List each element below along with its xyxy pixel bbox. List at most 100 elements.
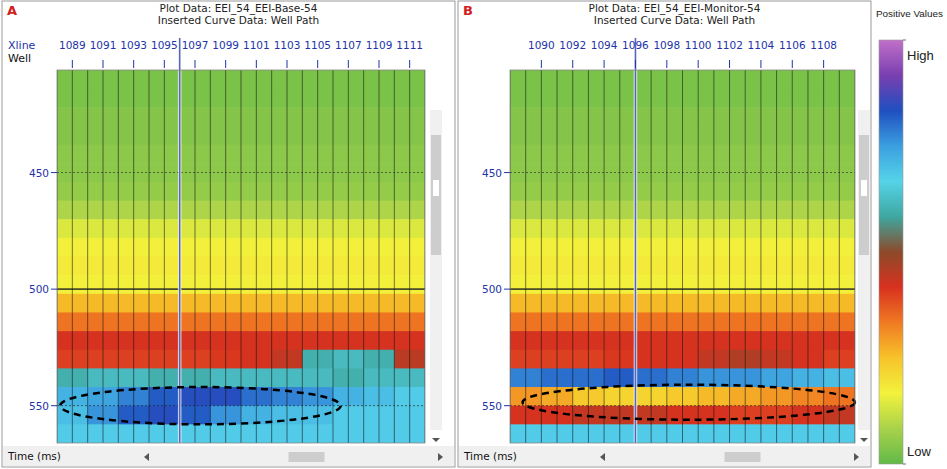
trace [807,70,808,443]
colorbar-label: Low [907,444,931,459]
trace [210,70,211,443]
scroll-arrow [432,438,440,442]
panel-frame [458,1,871,467]
panel-letter: B [463,3,473,18]
trace [698,70,699,443]
grid-line [510,288,855,290]
x-tick [348,60,349,68]
trace [363,70,364,443]
x-tick [792,60,793,68]
trace [348,70,349,443]
y-tick [504,289,510,290]
trace [72,70,73,443]
x-tick-label: 1106 [779,39,806,51]
trace [287,70,288,443]
plot-border [57,70,425,443]
trace [713,70,714,443]
y-tick-label: 550 [482,400,502,412]
trace [302,70,303,443]
colorbar-label: High [907,48,934,63]
trace [409,70,410,443]
y-tick-label: 450 [29,167,49,179]
grid-line [57,172,425,173]
status-bar [459,446,870,466]
x-tick-label: 1099 [212,39,239,51]
trace [666,70,667,443]
x-tick-label: 1090 [528,39,555,51]
trace [271,70,272,443]
x-tick [256,60,257,68]
x-tick-label: 1098 [653,39,680,51]
x-tick [225,60,226,68]
x-tick-label: 1095 [151,39,178,51]
y-axis-label: Time (ms) [7,450,61,462]
trace [133,70,134,443]
colorbar-title: Positive Values [876,8,943,19]
trace [588,70,589,443]
x-tick-label: 1102 [716,39,743,51]
y-tick [51,172,57,173]
x-tick-label: 1092 [559,39,586,51]
trace [823,70,824,443]
x-tick [604,60,605,68]
y-tick [51,405,57,406]
hscroll-arrow [438,453,443,461]
y-tick-label: 450 [482,167,502,179]
hscroll-arrow [854,453,859,461]
x-tick [72,60,73,68]
well-path [635,70,637,443]
trace [635,70,636,443]
trace [317,70,318,443]
trace [525,70,526,443]
trace [729,70,730,443]
highlight-ellipse [523,385,855,420]
grid-line [57,288,425,290]
trace [557,70,558,443]
x-tick-label: 1103 [274,39,301,51]
trace [682,70,683,443]
x-tick-label: 1094 [591,39,618,51]
x-tick-label: 1107 [335,39,362,51]
status-bar [3,446,454,466]
trace [572,70,573,443]
x-axis-label: Xline [8,39,36,52]
hscroll-thumb [289,452,325,462]
x-tick [698,60,699,68]
x-tick [823,60,824,68]
well-path-top [179,38,181,70]
scroll-thumb [859,135,869,255]
x-tick [635,60,636,68]
x-tick [729,60,730,68]
x-tick-label: 1109 [366,39,393,51]
y-tick-label: 500 [29,283,49,295]
panel: Plot Data: EEI_54_EEI-Monitor-54Inserted… [458,1,871,467]
scrollbar [858,110,870,430]
colorbar-tick [903,40,906,41]
y-tick [504,172,510,173]
scrollbar [430,110,442,430]
y-axis-label: Time (ms) [463,450,517,462]
x-tick-label: 1097 [182,39,209,51]
trace [118,70,119,443]
x-tick [287,60,288,68]
plot-area [57,70,425,443]
panel-subtitle: Inserted Curve Data: Well Path [594,14,755,26]
x-tick [195,60,196,68]
grid-line [510,172,855,173]
x-tick [572,60,573,68]
well-halo [634,70,638,443]
well-label: Well [8,52,31,65]
panel: Plot Data: EEI_54_EEI-Base-54Inserted Cu… [2,1,455,467]
x-tick [164,60,165,68]
hscroll-arrow [600,453,605,461]
trace [792,70,793,443]
x-tick-label: 1093 [120,39,147,51]
trace [379,70,380,443]
plot-border [510,70,855,443]
panel-subtitle: Inserted Curve Data: Well Path [158,14,319,26]
ruler [57,36,425,68]
highlight-ellipse [60,387,341,424]
y-tick [504,405,510,406]
x-tick-label: 1104 [748,39,775,51]
x-tick [541,60,542,68]
